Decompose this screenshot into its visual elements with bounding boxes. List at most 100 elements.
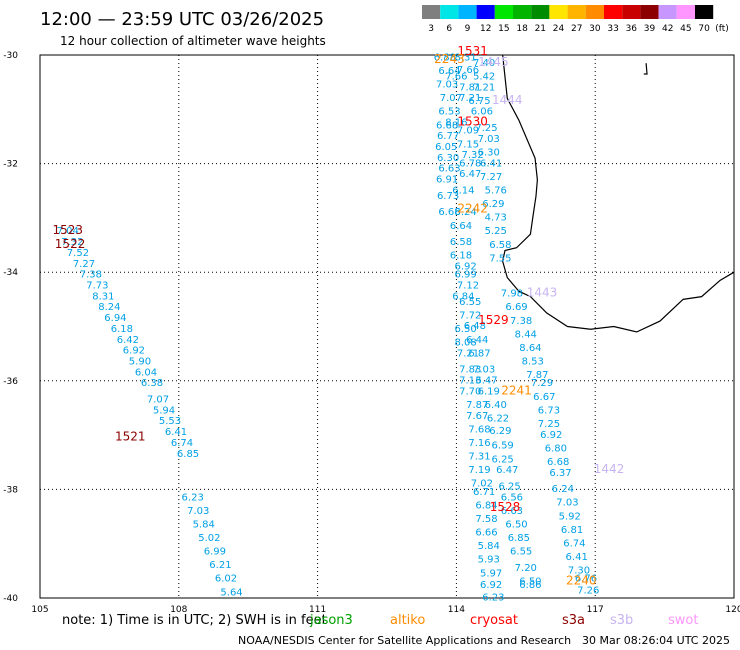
lat-tick-label: -36 — [3, 377, 18, 387]
swh-value: 7.07 — [440, 93, 462, 104]
swh-value: 6.80 — [545, 443, 567, 454]
plot-area: 7.047.327.527.277.387.738.318.246.946.18… — [39, 44, 735, 604]
lat-tick-label: -30 — [3, 51, 18, 61]
pass-time-label: 1528 — [490, 500, 521, 514]
swh-value: 6.47 — [475, 376, 497, 387]
legend-label: 3 — [428, 24, 434, 34]
swh-value: 6.84 — [475, 500, 497, 511]
swh-value: 7.87 — [466, 400, 488, 411]
satellite-legend: jason3 altiko cryosat s3a s3b swot — [309, 613, 698, 628]
swh-value: 6.18 — [450, 251, 472, 262]
swh-value: 6.53 — [438, 107, 460, 118]
legend-swatch — [658, 5, 677, 19]
swh-value: 7.12 — [457, 280, 479, 291]
legend-label: 30 — [589, 24, 601, 34]
swh-value: 6.29 — [482, 199, 504, 210]
map-subtitle: 12 hour collection of altimeter wave hei… — [60, 34, 326, 48]
swh-value: 6.23 — [482, 593, 504, 604]
swh-value: 6.56 — [501, 492, 523, 503]
plot-frame — [39, 54, 735, 599]
swh-value: 6.75 — [468, 96, 490, 107]
map-title: 12:00 — 23:59 UTC 03/26/2025 — [40, 9, 324, 30]
swh-value: 6.47 — [459, 169, 481, 180]
swh-value: 7.07 — [147, 395, 169, 406]
swh-value: 7.30 — [568, 566, 590, 577]
swh-value: 7.66 — [457, 65, 479, 76]
swh-value: 6.73 — [437, 191, 459, 202]
swh-value: 6.50 — [455, 324, 477, 335]
legend-swatch — [567, 5, 586, 19]
axis-labels: 105 108 111 114 117 120 -30 -32 -34 -36 -38 -40 — [3, 51, 740, 615]
swh-value: 6.19 — [478, 386, 500, 397]
swh-value: 5.94 — [153, 405, 175, 416]
swh-value: 7.03 — [478, 134, 500, 145]
legend-swatch — [622, 5, 641, 19]
legend-label: 21 — [535, 24, 546, 34]
swh-value: 6.58 — [489, 240, 511, 251]
coastline — [502, 54, 735, 333]
swh-value: 6.77 — [437, 131, 459, 142]
satellite-s3b: s3b — [610, 613, 633, 628]
swh-value: 7.09 — [457, 126, 479, 137]
swh-value: 6.76 — [575, 574, 597, 585]
swh-value: 5.02 — [198, 533, 220, 544]
swh-value: 6.47 — [496, 465, 518, 476]
swh-value: 7.67 — [466, 411, 488, 422]
lon-tick-label: 105 — [31, 605, 48, 615]
swh-value: 5.92 — [559, 511, 581, 522]
legend-swatch — [549, 5, 568, 19]
footer-note: note: 1) Time is in UTC; 2) SWH is in fe… — [62, 613, 327, 628]
swh-value: 7.55 — [489, 253, 511, 264]
swh-value: 7.31 — [468, 452, 490, 463]
pass-time-label: 1531 — [457, 44, 488, 58]
altimeter-tracks: 7.047.327.527.277.387.738.318.246.946.18… — [57, 52, 600, 603]
swh-value: 4.73 — [485, 213, 507, 224]
swh-value: 7.58 — [475, 514, 497, 525]
australia-coastline — [502, 54, 735, 333]
swh-value: 6.41 — [165, 427, 187, 438]
swh-value: 6.88 — [434, 52, 456, 63]
swh-value: 6.87 — [468, 348, 490, 359]
swh-value: 7.27 — [73, 259, 95, 270]
swh-value: 6.23 — [182, 492, 204, 503]
swh-value: 7.38 — [80, 270, 102, 281]
legend-swatch — [585, 5, 604, 19]
swh-value: 5.97 — [480, 568, 502, 579]
swh-value: 6.94 — [104, 313, 126, 324]
legend-label: 70 — [698, 24, 710, 34]
swh-value: 7.83 — [459, 365, 481, 376]
satellite-altiko: altiko — [390, 613, 425, 628]
swh-value: 6.40 — [485, 400, 507, 411]
swh-value: 7.52 — [67, 248, 89, 259]
lon-tick-label: 120 — [725, 605, 740, 615]
swh-value: 7.87 — [526, 370, 548, 381]
lon-tick-label: 111 — [309, 605, 326, 615]
lat-tick-label: -32 — [3, 160, 18, 170]
swh-value: 6.21 — [209, 560, 231, 571]
legend-swatch — [695, 5, 714, 19]
swh-value: 7.21 — [473, 82, 495, 93]
swh-value: 5.25 — [485, 226, 507, 237]
legend-swatch — [640, 5, 659, 19]
swh-value: 6.84 — [452, 291, 474, 302]
legend-label: 9 — [465, 24, 471, 34]
satellite-swot: swot — [668, 613, 698, 628]
swh-value: 6.24 — [552, 484, 574, 495]
swh-value: 6.85 — [508, 533, 530, 544]
swh-value: 6.25 — [492, 454, 514, 465]
swh-value: 7.16 — [468, 438, 490, 449]
swh-value: 6.91 — [436, 175, 458, 186]
swh-value: 6.37 — [549, 468, 571, 479]
swh-value: 6.05 — [435, 142, 457, 153]
swh-value: 7.26 — [577, 586, 599, 597]
swh-value: 6.38 — [141, 378, 163, 389]
pass-time-label: 1443 — [527, 286, 558, 300]
swh-value: 8.08 — [455, 338, 477, 349]
swh-value: 6.67 — [533, 392, 555, 403]
swh-value: 6.68 — [438, 207, 460, 218]
swh-value: 8.31 — [92, 291, 114, 302]
legend-swatch — [494, 5, 513, 19]
color-legend: 3 6 9 12 15 18 21 24 27 30 33 36 39 42 45 70 (ft) — [422, 5, 729, 34]
swh-value: 5.84 — [193, 519, 215, 530]
swh-value: 8.31 — [455, 52, 477, 63]
